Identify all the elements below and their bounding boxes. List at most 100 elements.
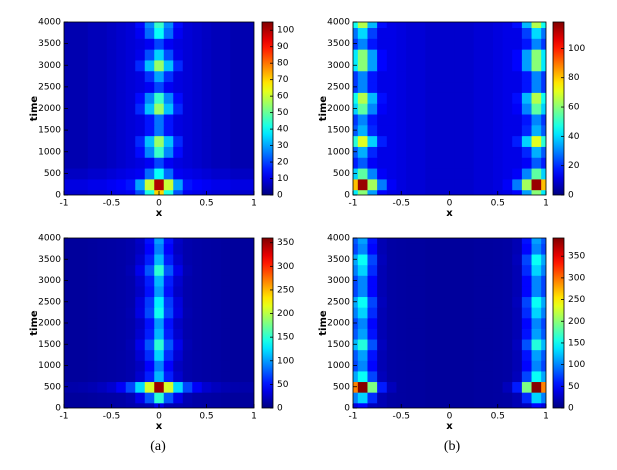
heatmap-cell — [182, 338, 193, 351]
heatmap-cell — [68, 253, 79, 266]
heatmap-cell — [125, 349, 136, 361]
heatmap-cell — [249, 59, 254, 72]
x-tick-label: 1 — [251, 412, 257, 422]
heatmap-cell — [435, 264, 446, 276]
y-tick-label: 1000 — [38, 147, 61, 157]
heatmap-cell — [377, 113, 388, 126]
heatmap-cell — [435, 113, 446, 126]
heatmap-cell — [97, 27, 108, 39]
y-axis-label: time — [318, 96, 329, 122]
heatmap-cell — [357, 317, 369, 329]
heatmap-cell — [473, 360, 484, 372]
heatmap-cell — [78, 296, 89, 308]
heatmap-cell — [531, 38, 542, 50]
colorbar-tick-label: 90 — [277, 42, 289, 52]
heatmap-cell — [463, 146, 475, 158]
heatmap-cell — [483, 124, 494, 137]
heatmap-cell — [353, 349, 359, 361]
heatmap-cell — [144, 328, 155, 340]
heatmap-cell — [502, 167, 513, 180]
heatmap-cell — [211, 264, 222, 276]
heatmap-cell — [492, 70, 504, 83]
heatmap-cell — [353, 49, 359, 61]
heatmap-cell — [473, 328, 484, 340]
heatmap-cell — [473, 135, 484, 147]
heatmap-cell — [144, 402, 155, 408]
heatmap-cell — [220, 317, 231, 329]
colorbar-tick-label: 300 — [568, 273, 585, 283]
heatmap-cell — [154, 167, 165, 180]
heatmap-cell — [541, 253, 546, 266]
heatmap-cell — [163, 167, 174, 180]
colorbar-tick-label: 50 — [277, 380, 289, 390]
heatmap-cell — [473, 38, 484, 50]
heatmap-cell — [415, 167, 426, 180]
heatmap-cell — [512, 167, 523, 180]
heatmap-cell — [473, 243, 484, 255]
heatmap-cell — [249, 381, 254, 393]
heatmap-cell — [125, 238, 136, 244]
heatmap-cell — [182, 81, 193, 93]
heatmap-cell — [87, 238, 98, 244]
heatmap-cell — [173, 113, 184, 126]
heatmap-cell — [492, 59, 504, 72]
colorbar-tick-label: 0 — [568, 191, 574, 201]
heatmap-cell — [116, 338, 127, 351]
heatmap-cell — [531, 238, 542, 244]
y-tick-label: 0 — [55, 404, 61, 414]
heatmap-cell — [116, 392, 127, 404]
heatmap-cell — [249, 392, 254, 404]
heatmap-cell — [444, 349, 455, 361]
heatmap-cell — [483, 381, 494, 393]
heatmap-cell — [425, 146, 436, 158]
heatmap-cell — [135, 49, 146, 61]
heatmap-cell — [415, 264, 426, 276]
heatmap-cell — [125, 167, 136, 180]
heatmap-cell — [435, 103, 446, 115]
heatmap-cell — [163, 243, 174, 255]
heatmap-cell — [230, 253, 241, 266]
heatmap-cell — [492, 92, 504, 104]
heatmap-cell — [192, 381, 203, 393]
heatmap-cell — [64, 22, 70, 29]
heatmap-cell — [182, 275, 193, 287]
heatmap-cell — [357, 113, 369, 126]
heatmap-cell — [106, 38, 117, 50]
heatmap-cell — [444, 296, 455, 308]
heatmap-cell — [116, 59, 127, 72]
heatmap-cell — [415, 243, 426, 255]
heatmap-cell — [135, 238, 146, 244]
heatmap-cell — [435, 402, 446, 408]
heatmap-cell — [377, 135, 388, 147]
heatmap-cell — [97, 146, 108, 158]
heatmap-cell — [211, 275, 222, 287]
heatmap-cell — [521, 338, 533, 351]
heatmap-cell — [201, 264, 212, 276]
heatmap-cell — [541, 392, 546, 404]
heatmap-cell — [473, 49, 484, 61]
heatmap-cell — [463, 381, 475, 393]
heatmap-cell — [173, 157, 184, 169]
heatmap-cell — [512, 70, 523, 83]
heatmap-cell — [415, 253, 426, 266]
heatmap-cell — [125, 22, 136, 29]
heatmap-cell — [396, 264, 407, 276]
colorbar-tick-label: 100 — [277, 356, 294, 366]
heatmap-cell — [211, 49, 222, 61]
heatmap-cell — [502, 178, 513, 191]
heatmap-cell — [521, 296, 533, 308]
heatmap-cell — [144, 135, 155, 147]
heatmap-cell — [173, 146, 184, 158]
heatmap-cell — [192, 189, 203, 195]
heatmap-cell — [173, 27, 184, 39]
heatmap-cell — [116, 381, 127, 393]
heatmap-cell — [541, 338, 546, 351]
heatmap-cell — [230, 349, 241, 361]
heatmap-cell — [521, 381, 533, 393]
heatmap-cell — [87, 402, 98, 408]
heatmap-cell — [463, 113, 475, 126]
heatmap-cell — [463, 157, 475, 169]
heatmap-cell — [87, 124, 98, 137]
heatmap-cell — [116, 360, 127, 372]
x-tick-label: -0.5 — [103, 412, 121, 422]
